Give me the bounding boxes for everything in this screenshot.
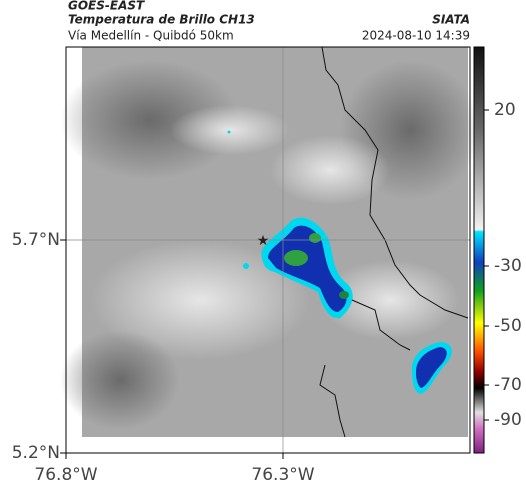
colorbar-tick-label: -30 — [494, 256, 522, 276]
lon-tick-label: 76.3°W — [251, 465, 314, 485]
lat-tick-label: 5.7°N — [12, 230, 60, 250]
route: Vía Medellín - Quibdó 50km — [68, 29, 234, 43]
lon-tick-label: 76.8°W — [34, 465, 97, 485]
source: SIATA — [432, 13, 470, 27]
colorbar-tick-label: 20 — [494, 100, 516, 120]
title: GOES-EAST — [68, 0, 145, 13]
map-frame — [65, 46, 471, 454]
colorbar-tick-label: -90 — [494, 410, 522, 430]
subtitle: Temperatura de Brillo CH13 — [68, 13, 255, 27]
satellite-image: ★ — [60, 46, 480, 453]
colorbar-tick-label: -50 — [494, 316, 522, 336]
colorbar — [473, 46, 485, 454]
colorbar-tick-label: -70 — [494, 375, 522, 395]
lat-tick-label: 5.2°N — [12, 443, 60, 463]
svg-text:★: ★ — [257, 233, 270, 249]
datetime: 2024-08-10 14:39 — [362, 29, 470, 43]
